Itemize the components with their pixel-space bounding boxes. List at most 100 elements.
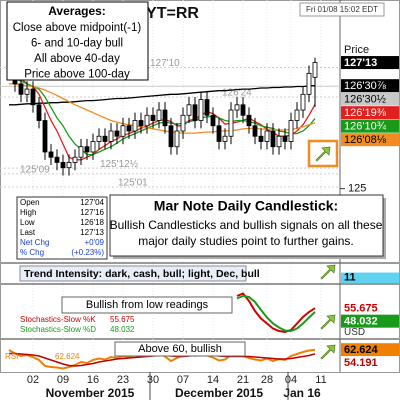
moving-average [9, 83, 316, 134]
stats-label: Last [20, 228, 36, 237]
axis-value-label: 126'19⅜ [344, 107, 387, 119]
trend-bar [341, 272, 399, 283]
candle-body [174, 130, 180, 148]
axis-value-label: 55.675 [344, 303, 378, 315]
stats-value: 126'18 [80, 218, 104, 227]
candle-body [294, 109, 300, 121]
candle-body [96, 135, 102, 142]
highlight-box [307, 139, 339, 168]
x-tick-label: 21 [237, 374, 249, 386]
trend-value: 11 [344, 272, 356, 284]
axis-value-label: 126'10¾ [344, 121, 387, 133]
candle-body [102, 135, 108, 142]
axis-title: Price [344, 44, 369, 56]
candle-body [216, 125, 222, 142]
candle-body [180, 114, 186, 132]
axis-value-label: 126'30½ [344, 94, 386, 106]
axis-value-label: 62.624 [344, 344, 379, 356]
axis-value-box [341, 106, 399, 120]
candle-body [162, 109, 168, 127]
legend-entry: Stochastics-Slow %D [20, 325, 96, 334]
legend-box [6, 1, 149, 81]
x-tick-label: 23 [117, 374, 129, 386]
x-tick-label: 16 [87, 374, 99, 386]
axis-value-box [341, 301, 399, 315]
timestamp: Fri 01/08 15:02 EDT [306, 5, 378, 14]
candle-body [132, 120, 138, 132]
bull-arrow [320, 344, 336, 360]
moving-average [9, 85, 316, 106]
candle-body [252, 125, 258, 137]
candle-body [72, 156, 78, 163]
stats-label: High [20, 208, 36, 217]
stats-label: % Chg [20, 248, 44, 257]
axis-value-box [341, 314, 399, 328]
candle-body [150, 114, 156, 121]
x-tick-label: 30 [147, 374, 159, 386]
month-label: Jan 16 [283, 386, 321, 400]
legend-line: Price above 100-day [24, 69, 130, 81]
candle-body [258, 135, 264, 142]
candle-body [288, 120, 294, 142]
candle-body [204, 99, 210, 116]
legend-entry: Stochastics-Slow %K [20, 315, 96, 324]
annotation-line: major daily studies point to further gai… [138, 234, 353, 248]
candle-body [78, 146, 84, 158]
stats-label: Net Chg [20, 238, 49, 247]
legend-entry: RSI [5, 352, 18, 361]
x-tick-label: 07 [177, 374, 189, 386]
price-level-label: 125'12½ [100, 159, 139, 170]
price-level-label: 125'09 [20, 165, 50, 176]
legend-line: All above 40-day [34, 53, 120, 65]
annotation-title: Mar Note Daily Candlestick: [154, 198, 338, 214]
candle-body [270, 130, 276, 148]
legend-value: 55.675 [110, 315, 135, 324]
x-tick-label: 14 [207, 374, 219, 386]
stats-box [16, 196, 108, 260]
candle-body [36, 104, 42, 121]
stochastic-line [236, 294, 316, 333]
axis-value-label: 126'30⅞ [344, 80, 387, 92]
candle-body [192, 104, 198, 121]
candle-body [234, 104, 240, 111]
axis-value-label: 127'13 [344, 57, 377, 69]
axis-value-box [341, 343, 399, 357]
unit-label: USD [344, 327, 365, 338]
stochastic-line [236, 292, 316, 334]
axis-value-label: 126'08⅛ [344, 134, 387, 146]
x-tick-label: 04 [285, 374, 297, 386]
axis-value-box [341, 356, 399, 370]
x-tick-label: 02 [27, 374, 39, 386]
legend-line: Close above midpoint(-1) [13, 22, 142, 34]
x-tick-label: 28 [261, 374, 273, 386]
price-level-label: 125'01 [118, 178, 148, 189]
month-label: November 2015 [46, 386, 135, 400]
bull-arrow [315, 146, 331, 162]
candle-body [60, 162, 66, 169]
y-tick-label: 125 [348, 183, 366, 195]
candle-body [222, 135, 228, 142]
candle-body [24, 88, 30, 95]
candle-body [228, 109, 234, 137]
candle-body [282, 135, 288, 142]
candle-body [18, 83, 24, 95]
x-tick-label: 09 [57, 374, 69, 386]
annotation: Above 60, bullish [138, 343, 222, 355]
candle-body [42, 120, 48, 153]
candle-body [246, 114, 252, 127]
candle-body [66, 162, 72, 169]
stats-value: +0'09 [84, 238, 104, 247]
candle-body [48, 151, 54, 158]
stats-value: 127'04 [80, 198, 104, 207]
candle-body [120, 125, 126, 137]
month-label: December 2015 [175, 386, 263, 400]
axis-value-box [341, 133, 399, 147]
candle-body [138, 120, 144, 127]
candle-body [306, 72, 312, 95]
candle-body [210, 114, 216, 127]
bull-arrow [320, 314, 336, 330]
candle-body [30, 88, 36, 106]
legend-value: 48.032 [110, 325, 135, 334]
annotation-box [109, 194, 384, 257]
